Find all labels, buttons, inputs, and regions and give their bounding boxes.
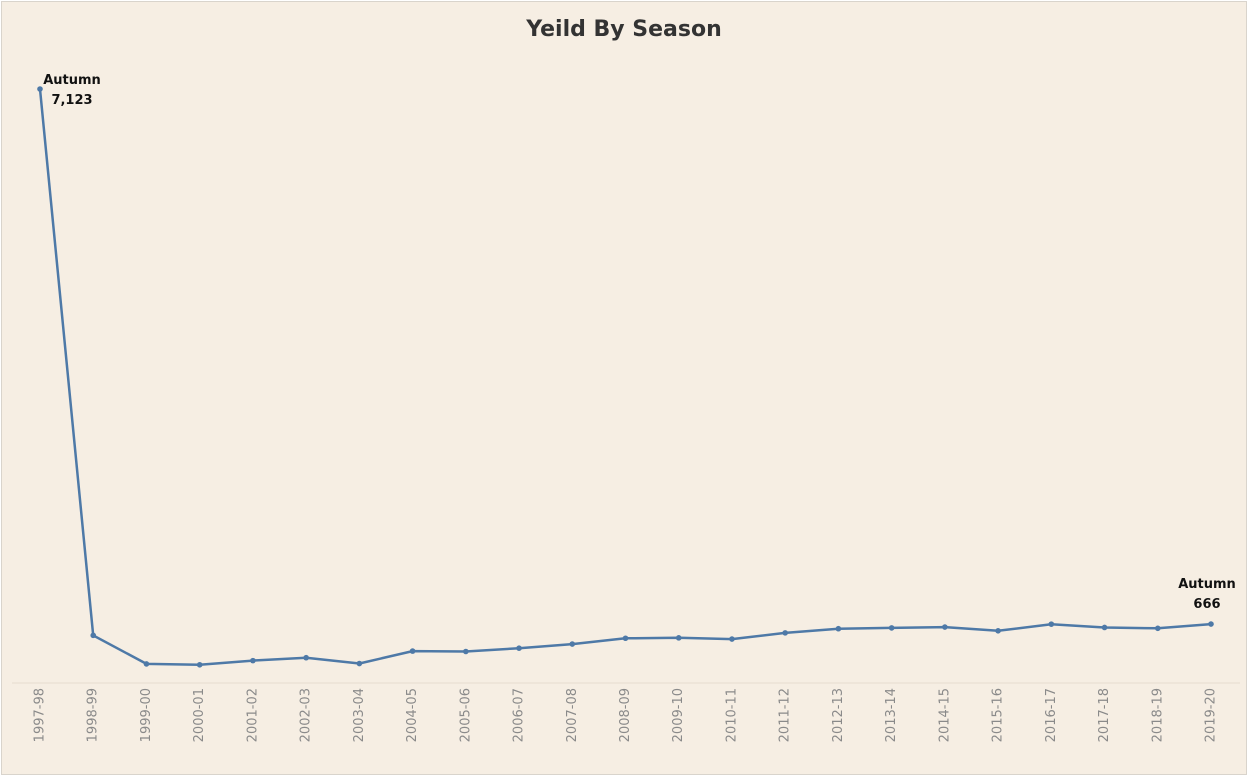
x-tick-label: 2004-05: [405, 688, 420, 742]
x-tick-label: 2013-14: [884, 688, 899, 742]
data-point: [37, 86, 43, 92]
x-tick-label: 2018-19: [1150, 688, 1165, 742]
x-tick-label: 2006-07: [512, 688, 527, 742]
data-point: [303, 654, 309, 661]
series-line: [38, 87, 1213, 667]
x-tick-label: 1997-98: [33, 688, 48, 742]
chart-title: Yeild By Season: [526, 17, 722, 42]
x-tick-label: 2016-17: [1044, 688, 1059, 742]
data-point: [196, 661, 203, 668]
annotation-value: 7,123: [51, 93, 92, 108]
data-point: [90, 632, 97, 639]
x-tick-label: 2012-13: [831, 688, 846, 742]
data-point: [463, 648, 469, 655]
x-tick-label: 2011-12: [778, 688, 793, 742]
x-tick-label: 2015-16: [991, 688, 1006, 742]
data-point: [782, 630, 788, 636]
data-point: [1208, 621, 1214, 627]
data-point: [835, 625, 842, 632]
annotation-value: 666: [1193, 597, 1220, 612]
x-tick-label: 2003-04: [352, 688, 367, 742]
data-point: [942, 624, 948, 630]
x-tick-label: 2007-08: [565, 688, 580, 742]
x-tick-label: 2001-02: [245, 688, 260, 742]
data-point: [1154, 625, 1161, 632]
x-tick-label: 1999-00: [139, 688, 154, 742]
x-tick-label: 2008-09: [618, 688, 633, 742]
data-point: [409, 648, 416, 654]
x-tick-label: 2014-15: [937, 688, 952, 742]
annotation-label: Autumn: [43, 73, 101, 88]
data-point: [569, 641, 576, 647]
x-tick-label: 2009-10: [671, 688, 686, 742]
data-point: [356, 660, 363, 667]
data-point: [888, 625, 895, 631]
x-tick-label: 2002-03: [299, 688, 314, 742]
x-tick-label: 2019-20: [1204, 688, 1219, 742]
data-point: [729, 636, 735, 642]
x-tick-label: 1998-99: [86, 688, 101, 742]
data-point: [675, 635, 682, 641]
data-point: [1048, 621, 1055, 627]
data-point: [1101, 624, 1108, 631]
data-point: [516, 645, 522, 651]
x-tick-label: 2017-18: [1097, 688, 1112, 742]
data-point: [143, 661, 150, 667]
x-tick-label: 2000-01: [192, 688, 207, 742]
x-tick-label: 2005-06: [458, 688, 473, 742]
data-point: [250, 657, 256, 664]
data-point: [622, 635, 629, 642]
x-tick-label: 2010-11: [724, 688, 739, 742]
data-point: [995, 627, 1001, 634]
annotation-label: Autumn: [1178, 577, 1236, 592]
